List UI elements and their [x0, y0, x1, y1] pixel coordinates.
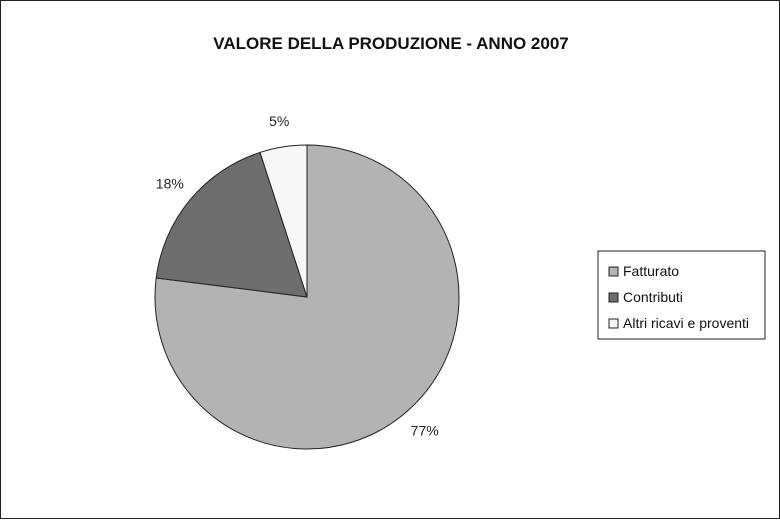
legend-swatch-contributi	[608, 292, 619, 303]
pie-data-labels: 77% 18% 5%	[156, 113, 439, 438]
chart-title: VALORE DELLA PRODUZIONE - ANNO 2007	[213, 34, 568, 53]
legend-label-fatturato: Fatturato	[623, 263, 679, 279]
legend: Fatturato Contributi Altri ricavi e prov…	[597, 250, 766, 340]
legend-swatch-fatturato	[608, 266, 619, 277]
legend-item-altri-ricavi: Altri ricavi e proventi	[608, 315, 749, 331]
legend-swatch-altri-ricavi	[608, 318, 619, 329]
data-label-contributi: 18%	[156, 176, 184, 192]
legend-item-contributi: Contributi	[608, 289, 683, 305]
data-label-altri-ricavi: 5%	[269, 113, 289, 129]
pie-slice-altri-ricavi	[259, 144, 308, 298]
legend-box	[597, 250, 766, 340]
pie-slice-contributi	[155, 151, 308, 298]
legend-label-contributi: Contributi	[623, 289, 683, 305]
pie-slice-fatturato	[154, 144, 460, 450]
legend-item-fatturato: Fatturato	[608, 263, 679, 279]
pie-slices	[154, 144, 460, 450]
data-label-fatturato: 77%	[411, 423, 439, 439]
legend-label-altri-ricavi: Altri ricavi e proventi	[623, 315, 749, 331]
